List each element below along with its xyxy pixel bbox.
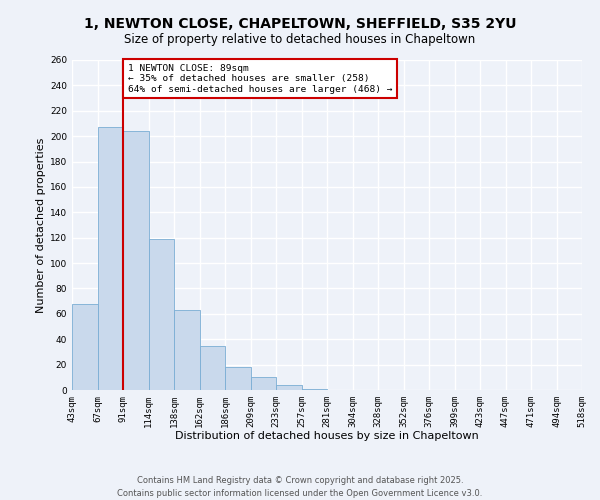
Text: Size of property relative to detached houses in Chapeltown: Size of property relative to detached ho…: [124, 32, 476, 46]
Text: 1 NEWTON CLOSE: 89sqm
← 35% of detached houses are smaller (258)
64% of semi-det: 1 NEWTON CLOSE: 89sqm ← 35% of detached …: [128, 64, 392, 94]
Text: 1, NEWTON CLOSE, CHAPELTOWN, SHEFFIELD, S35 2YU: 1, NEWTON CLOSE, CHAPELTOWN, SHEFFIELD, …: [84, 18, 516, 32]
X-axis label: Distribution of detached houses by size in Chapeltown: Distribution of detached houses by size …: [175, 432, 479, 442]
Text: Contains HM Land Registry data © Crown copyright and database right 2025.
Contai: Contains HM Land Registry data © Crown c…: [118, 476, 482, 498]
Bar: [251, 378, 276, 390]
Bar: [123, 131, 149, 390]
Bar: [97, 128, 123, 390]
Bar: [302, 388, 327, 390]
Bar: [199, 346, 225, 390]
Bar: [225, 367, 251, 390]
Y-axis label: Number of detached properties: Number of detached properties: [36, 138, 46, 312]
Bar: [174, 310, 199, 390]
Bar: [276, 385, 302, 390]
Bar: [149, 239, 174, 390]
Bar: [72, 304, 97, 390]
